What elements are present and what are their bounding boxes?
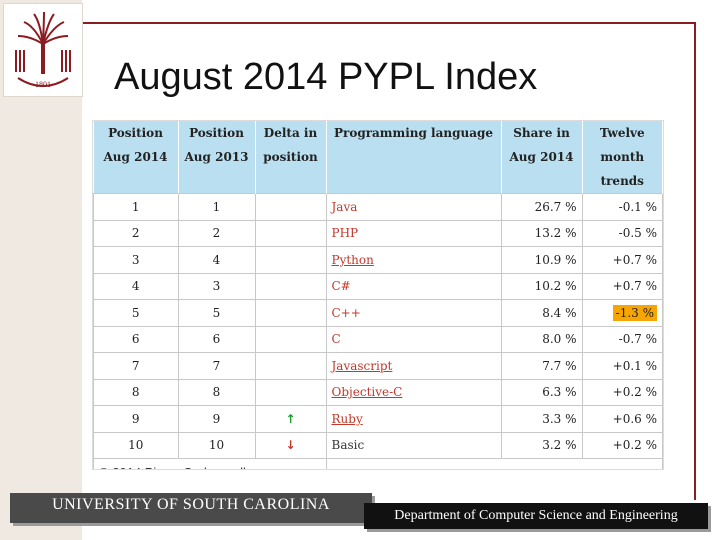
footer-university-text: UNIVERSITY OF SOUTH CAROLINA (52, 496, 330, 513)
cell-trend: +0.2 % (581, 378, 663, 406)
cell-delta (254, 325, 327, 353)
footer-department: Department of Computer Science and Engin… (364, 503, 708, 529)
table-row: 7 7 Javascript 7.7 % +0.1 % (93, 352, 663, 380)
cell-delta (254, 378, 327, 406)
table-row: 9 9 ↑ Ruby 3.3 % +0.6 % (93, 405, 663, 433)
cell-share: 26.7 % (500, 193, 583, 221)
header-delta: Delta in position (255, 121, 327, 194)
cell-pos2014: 9 (93, 405, 179, 433)
cell-share: 3.2 % (500, 431, 583, 459)
header-share: Share in Aug 2014 (501, 121, 583, 194)
header-position-2013: Position Aug 2013 (178, 121, 256, 194)
cell-language[interactable]: C++ (325, 299, 502, 327)
cell-pos2014: 2 (93, 219, 179, 247)
cell-language[interactable]: Objective-C (325, 378, 502, 406)
header-position-2014: Position Aug 2014 (93, 121, 179, 194)
arrow-down-icon: ↓ (254, 431, 327, 459)
cell-share: 3.3 % (500, 405, 583, 433)
table-row: 6 6 C 8.0 % -0.7 % (93, 325, 663, 353)
cell-trend: -1.3 % (581, 299, 663, 327)
cell-pos2013: 10 (177, 431, 256, 459)
cell-trend: -0.1 % (581, 193, 663, 221)
cell-language[interactable]: Javascript (325, 352, 502, 380)
svg-text:1801: 1801 (35, 80, 51, 89)
table-row: 10 10 ↓ Basic 3.2 % +0.2 % (93, 431, 663, 459)
table-row: 5 5 C++ 8.4 % -1.3 % (93, 299, 663, 327)
cell-share: 8.0 % (500, 325, 583, 353)
table-row: 8 8 Objective-C 6.3 % +0.2 % (93, 378, 663, 406)
trend-highlight: -1.3 % (612, 304, 657, 321)
table-row: 4 3 C# 10.2 % +0.7 % (93, 272, 663, 300)
cell-language[interactable]: C (325, 325, 502, 353)
cell-pos2014: 3 (93, 246, 179, 274)
cell-delta (254, 352, 327, 380)
cell-pos2013: 2 (177, 219, 256, 247)
cell-pos2013: 4 (177, 246, 256, 274)
cell-trend: +0.7 % (581, 272, 663, 300)
cell-language[interactable]: PHP (325, 219, 502, 247)
cell-share: 10.2 % (500, 272, 583, 300)
table-row: 2 2 PHP 13.2 % -0.5 % (93, 219, 663, 247)
cell-delta (254, 299, 327, 327)
cell-trend: -0.7 % (581, 325, 663, 353)
cell-language[interactable]: C# (325, 272, 502, 300)
pypl-index-table: Position Aug 2014 Position Aug 2013 Delta … (93, 121, 663, 469)
slide-frame-right (694, 22, 696, 500)
cell-delta (254, 193, 327, 221)
header-language: Programming language (326, 121, 502, 194)
table-footer-row: © 2014 Pierre Carbonnelle (93, 458, 663, 469)
cell-pos2014: 6 (93, 325, 179, 353)
arrow-up-icon: ↑ (254, 405, 327, 433)
header-trend: Twelve month trends (582, 121, 663, 194)
cell-pos2013: 1 (177, 193, 256, 221)
cell-trend: +0.2 % (581, 431, 663, 459)
table-row: 1 1 Java 26.7 % -0.1 % (93, 193, 663, 221)
cell-pos2013: 3 (177, 272, 256, 300)
cell-pos2014: 10 (93, 431, 179, 459)
cell-trend: +0.6 % (581, 405, 663, 433)
cell-pos2013: 5 (177, 299, 256, 327)
table-header-row: Position Aug 2014 Position Aug 2013 Delta … (93, 121, 663, 194)
cell-delta (254, 246, 327, 274)
footer-university: UNIVERSITY OF SOUTH CAROLINA (10, 493, 372, 523)
cell-share: 6.3 % (500, 378, 583, 406)
cell-pos2013: 7 (177, 352, 256, 380)
cell-trend: +0.1 % (581, 352, 663, 380)
cell-pos2013: 8 (177, 378, 256, 406)
cell-trend: +0.7 % (581, 246, 663, 274)
cell-share: 13.2 % (500, 219, 583, 247)
cell-pos2013: 6 (177, 325, 256, 353)
cell-share: 10.9 % (500, 246, 583, 274)
table-row: 3 4 Python 10.9 % +0.7 % (93, 246, 663, 274)
cell-share: 7.7 % (500, 352, 583, 380)
university-logo: 1801 (3, 3, 83, 97)
slide-frame-top (82, 22, 696, 24)
cell-language[interactable]: Python (325, 246, 502, 274)
cell-pos2013: 9 (177, 405, 256, 433)
cell-share: 8.4 % (500, 299, 583, 327)
cell-pos2014: 1 (93, 193, 179, 221)
cell-language: Basic (325, 431, 502, 459)
cell-language[interactable]: Ruby (325, 405, 502, 433)
pypl-table-image: Position Aug 2014 Position Aug 2013 Delta … (92, 120, 664, 470)
cell-delta (254, 272, 327, 300)
footer-department-text: Department of Computer Science and Engin… (394, 508, 678, 523)
slide-title: August 2014 PYPL Index (114, 56, 538, 98)
cell-delta (254, 219, 327, 247)
cell-pos2014: 7 (93, 352, 179, 380)
cell-language[interactable]: Java (325, 193, 502, 221)
cell-pos2014: 8 (93, 378, 179, 406)
cell-trend: -0.5 % (581, 219, 663, 247)
cell-pos2014: 4 (93, 272, 179, 300)
cell-pos2014: 5 (93, 299, 179, 327)
copyright-note: © 2014 Pierre Carbonnelle (93, 458, 327, 469)
